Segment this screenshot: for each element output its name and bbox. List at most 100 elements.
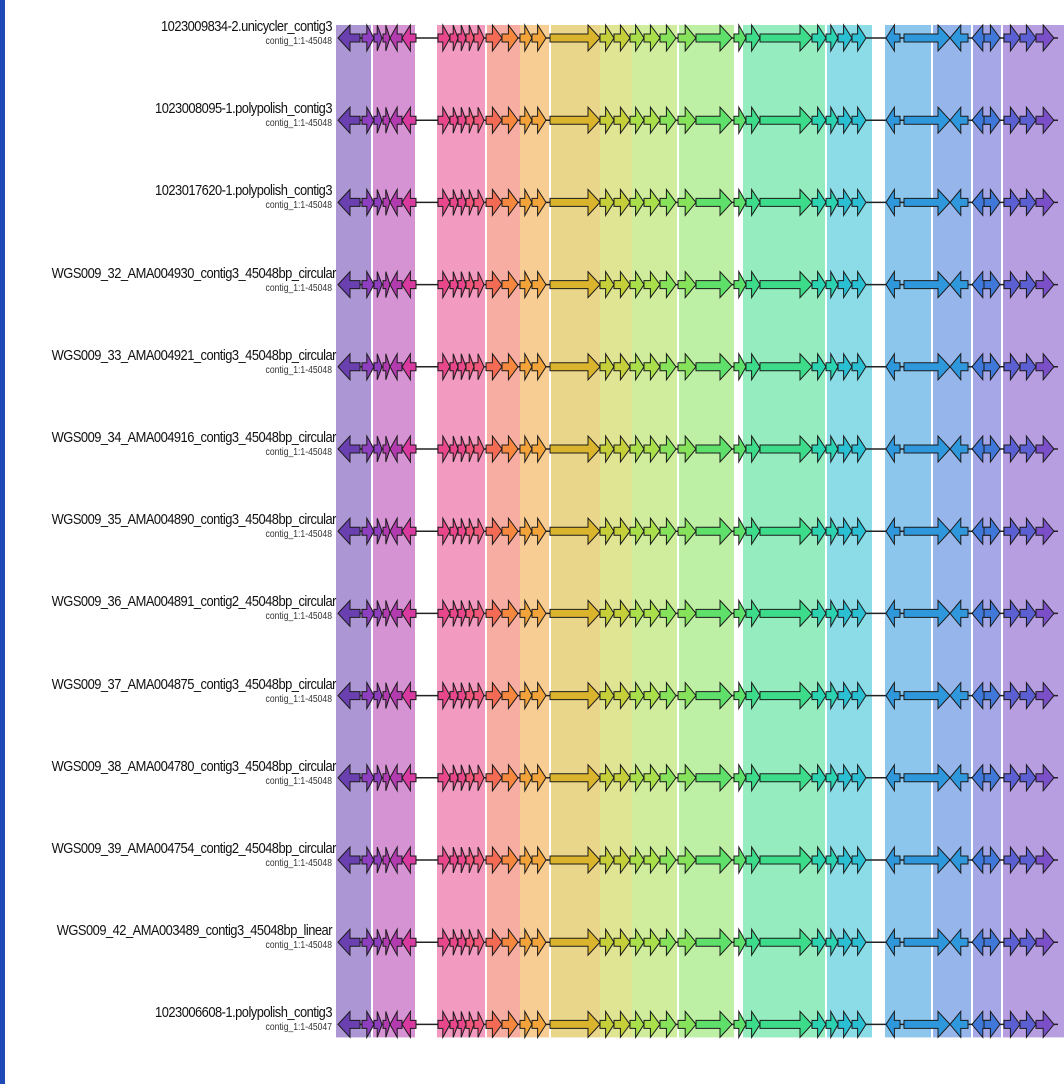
sequence-track bbox=[337, 187, 1058, 218]
sequence-range: contig_1:1-45048 bbox=[265, 36, 332, 47]
gene-arrow bbox=[501, 352, 519, 382]
gene-arrow bbox=[613, 270, 631, 300]
gene-arrow bbox=[903, 1010, 951, 1039]
gene-arrow bbox=[825, 845, 839, 875]
sequence-label: 1023009834-2.unicycler_contig3 contig_1:1… bbox=[6, 18, 333, 48]
gene-arrow bbox=[695, 23, 733, 53]
gene-arrow bbox=[733, 927, 747, 958]
gene-arrow bbox=[389, 845, 403, 875]
gene-arrow bbox=[457, 435, 467, 463]
gene-arrow bbox=[677, 845, 697, 875]
gene-arrow bbox=[457, 271, 467, 298]
gene-arrow bbox=[1035, 599, 1055, 628]
gene-arrow bbox=[437, 351, 451, 382]
gene-arrow bbox=[599, 516, 615, 546]
gene-arrow bbox=[389, 598, 403, 629]
sequence-labels: 1023009834-2.unicycler_contig3 contig_1:1… bbox=[6, 0, 337, 1084]
gene-arrow bbox=[373, 846, 383, 874]
gene-arrow bbox=[613, 105, 631, 135]
gene-arrow bbox=[389, 434, 403, 464]
gene-arrow bbox=[549, 516, 601, 546]
sequence-track bbox=[337, 269, 1058, 300]
gene-arrow bbox=[825, 23, 839, 53]
gene-arrow bbox=[599, 187, 615, 218]
gene-arrow bbox=[401, 927, 417, 957]
gene-arrow bbox=[1035, 188, 1055, 217]
gene-arrow bbox=[851, 516, 867, 546]
sequence-name: 1023006608-1.polypolish_contig3 bbox=[155, 1004, 332, 1022]
gene-arrow bbox=[519, 23, 533, 53]
gene-arrow bbox=[1003, 187, 1021, 217]
gene-arrow bbox=[465, 764, 475, 791]
gene-arrow bbox=[1003, 598, 1021, 628]
gene-arrow bbox=[473, 1011, 485, 1038]
gene-arrow bbox=[1035, 105, 1055, 135]
gene-arrow bbox=[811, 516, 827, 546]
gene-arrow bbox=[1003, 1009, 1021, 1039]
sequence-track bbox=[337, 762, 1058, 793]
gene-arrow bbox=[1019, 23, 1037, 53]
gene-arrow bbox=[885, 1009, 901, 1040]
sequence-name: WGS009_42_AMA003489_contig3_45048bp_line… bbox=[56, 922, 333, 940]
gene-arrow bbox=[695, 845, 733, 875]
sequence-track bbox=[337, 598, 1058, 629]
gene-arrow bbox=[983, 1009, 1001, 1039]
gene-arrow bbox=[885, 187, 901, 218]
gene-arrow bbox=[361, 269, 375, 300]
gene-arrow bbox=[745, 763, 761, 793]
gene-arrow bbox=[677, 352, 697, 382]
gene-arrow bbox=[949, 23, 969, 53]
gene-arrow bbox=[382, 600, 391, 627]
gene-arrow bbox=[373, 435, 383, 463]
gene-arrow bbox=[825, 187, 839, 218]
gene-arrow bbox=[549, 599, 601, 628]
gene-arrow bbox=[1003, 270, 1021, 300]
gene-arrow bbox=[677, 681, 697, 710]
gene-arrow bbox=[437, 762, 451, 793]
sequence-track bbox=[337, 23, 1058, 53]
gene-arrow bbox=[519, 187, 533, 218]
gene-arrow bbox=[733, 187, 747, 218]
sequence-label: WGS009_36_AMA004891_contig2_45048bp_circ… bbox=[6, 593, 337, 623]
gene-arrow bbox=[449, 929, 459, 956]
gene-arrow bbox=[825, 762, 839, 793]
gene-arrow bbox=[437, 598, 451, 629]
sequence-name: 1023009834-2.unicycler_contig3 bbox=[161, 18, 333, 35]
gene-arrow bbox=[643, 598, 661, 628]
gene-arrow bbox=[613, 598, 631, 628]
gene-arrow bbox=[949, 434, 969, 464]
gene-arrow bbox=[903, 516, 951, 546]
gene-arrow bbox=[825, 434, 839, 464]
gene-arrow bbox=[337, 105, 361, 135]
gene-arrow bbox=[449, 518, 459, 545]
gene-arrow bbox=[457, 929, 467, 956]
gene-arrow bbox=[677, 23, 697, 53]
gene-arrow bbox=[885, 352, 901, 382]
gene-arrow bbox=[549, 270, 601, 299]
gene-arrow bbox=[851, 269, 867, 300]
gene-arrow bbox=[531, 352, 547, 382]
gene-arrow bbox=[811, 845, 827, 875]
sequence-label: 1023006608-1.polypolish_contig3 contig_1:… bbox=[6, 1004, 332, 1034]
gene-arrow bbox=[473, 189, 485, 216]
gene-arrow bbox=[485, 105, 503, 135]
gene-arrow bbox=[629, 927, 645, 957]
gene-arrow bbox=[825, 1009, 839, 1040]
gene-arrow bbox=[485, 598, 503, 628]
gene-arrow bbox=[1019, 681, 1037, 711]
sequence-label: WGS009_37_AMA004875_contig3_45048bp_circ… bbox=[6, 676, 337, 706]
gene-arrow bbox=[659, 681, 677, 711]
gene-arrow bbox=[695, 516, 733, 546]
gene-arrow bbox=[389, 351, 403, 382]
gene-arrow bbox=[1035, 927, 1055, 957]
gene-arrow bbox=[382, 271, 391, 298]
gene-arrow bbox=[885, 927, 901, 957]
gene-arrow bbox=[501, 270, 519, 300]
gene-arrow bbox=[851, 927, 867, 957]
sequence-name: WGS009_34_AMA004916_contig3_45048bp_circ… bbox=[51, 429, 337, 446]
gene-arrow bbox=[1003, 763, 1021, 793]
sequence-label: WGS009_35_AMA004890_contig3_45048bp_circ… bbox=[6, 511, 337, 541]
gene-arrow bbox=[501, 187, 519, 217]
gene-arrow bbox=[457, 600, 467, 627]
gene-arrow bbox=[759, 270, 813, 299]
